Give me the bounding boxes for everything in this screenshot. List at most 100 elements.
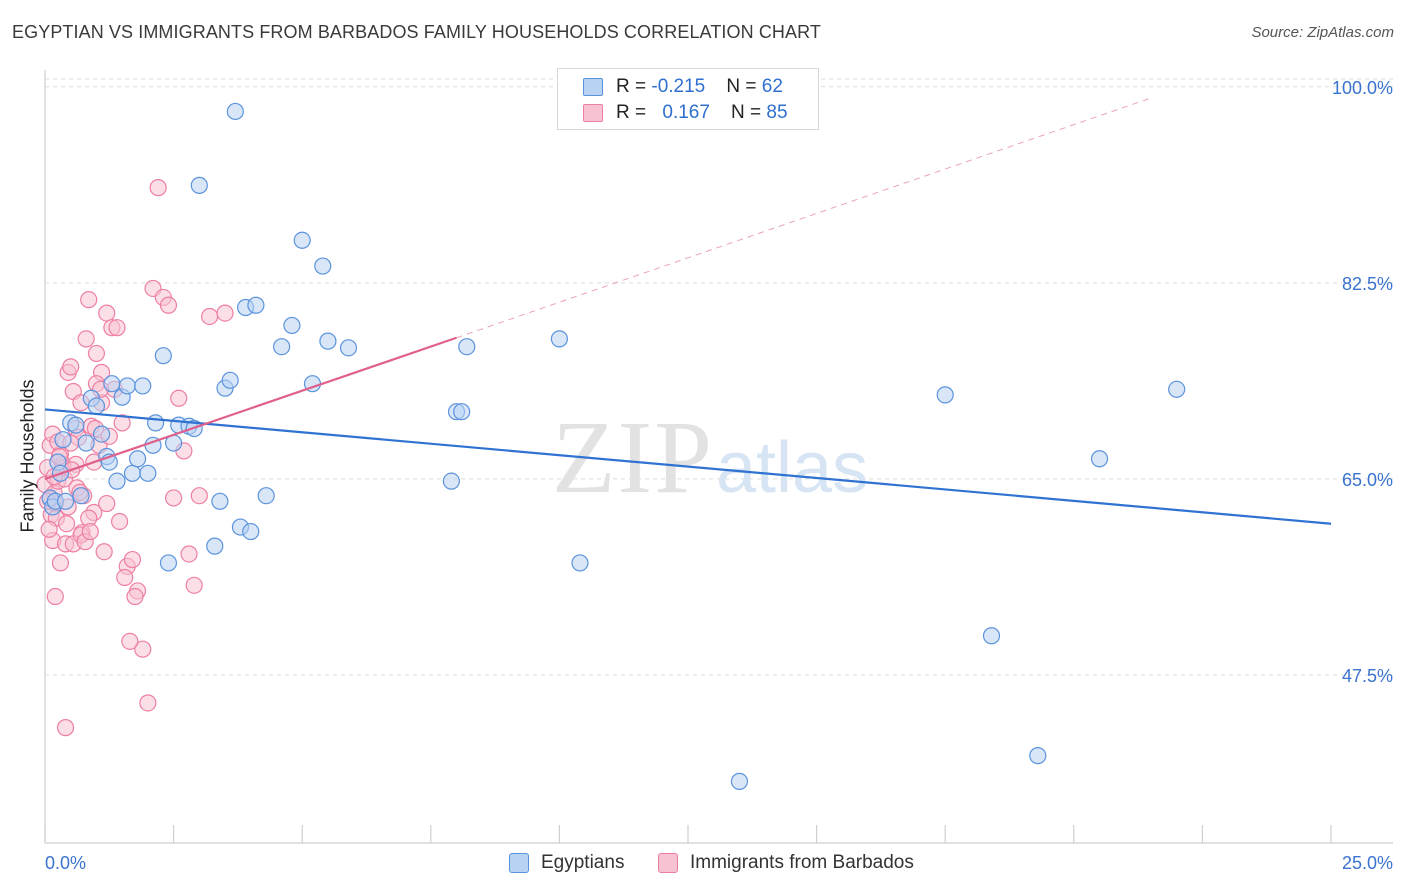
barbados-point <box>134 640 152 658</box>
barbados-point <box>98 494 116 513</box>
egyptian-point <box>54 431 72 449</box>
barbados-point <box>139 694 157 712</box>
barbados-point <box>108 319 126 337</box>
n-value-egyptians: 62 <box>761 76 783 97</box>
watermark: ZIP atlas <box>552 400 868 515</box>
barbados-point <box>123 550 142 569</box>
barbados-point <box>95 543 113 561</box>
legend-swatch-egyptians <box>509 853 529 873</box>
barbados-point <box>121 632 139 650</box>
barbados-point <box>62 358 80 376</box>
egyptian-point <box>87 397 106 415</box>
barbados-point <box>190 487 208 505</box>
barbados-point <box>56 719 75 737</box>
egyptian-point <box>314 257 332 275</box>
barbados-trend-extension <box>456 97 1152 339</box>
egyptian-point <box>730 772 749 790</box>
barbados-point <box>51 554 70 572</box>
egyptian-point <box>458 338 476 356</box>
barbados-point <box>159 296 178 314</box>
barbados-point <box>80 291 98 309</box>
egyptian-point <box>571 554 589 572</box>
trend-lines <box>44 97 1332 525</box>
egyptian-point <box>118 377 136 395</box>
egyptian-point <box>273 338 291 356</box>
egyptian-point <box>154 347 172 365</box>
gridlines <box>45 78 1393 676</box>
legend-swatch-blue <box>583 78 603 96</box>
egyptian-point <box>982 627 1001 645</box>
egyptian-point <box>211 492 229 510</box>
egyptian-point <box>339 339 358 357</box>
legend-item-barbados[interactable]: Immigrants from Barbados <box>658 852 914 874</box>
egyptians-trend-line <box>44 408 1332 525</box>
barbados-point <box>170 389 188 407</box>
egyptian-point <box>190 176 208 194</box>
barbados-point <box>201 307 219 326</box>
r-label: R = <box>616 102 652 123</box>
egyptian-point <box>128 450 147 468</box>
axes <box>44 70 1393 844</box>
chart-title: EGYPTIAN VS IMMIGRANTS FROM BARBADOS FAM… <box>12 22 821 42</box>
y-tick-label: 47.5% <box>1342 666 1393 686</box>
legend-swatch-pink <box>583 104 603 122</box>
egyptian-point <box>123 464 142 482</box>
barbados-point <box>216 304 234 322</box>
egyptian-point <box>283 316 301 335</box>
egyptian-point <box>134 377 152 395</box>
barbados-point <box>77 330 95 348</box>
barbados-point <box>87 344 106 363</box>
egyptian-point <box>1168 380 1186 398</box>
egyptian-point <box>550 330 569 348</box>
egyptian-point <box>146 414 165 432</box>
barbados-trend-line <box>44 336 457 480</box>
barbados-point <box>81 522 99 541</box>
egyptian-point <box>221 371 239 389</box>
legend-swatch-barbados <box>658 853 678 873</box>
egyptian-point <box>159 554 178 572</box>
barbados-point <box>46 587 64 606</box>
egyptian-point <box>77 434 95 452</box>
watermark-atlas: atlas <box>716 428 868 508</box>
egyptian-point <box>72 487 90 505</box>
y-tick-label: 65.0% <box>1342 470 1393 490</box>
legend-label-barbados: Immigrants from Barbados <box>690 852 914 873</box>
barbados-point <box>58 515 76 533</box>
correlation-legend: R = -0.215 N = 62 R = 0.167 N = 85 <box>557 68 819 130</box>
barbados-point <box>149 179 167 197</box>
r-value-egyptians: -0.215 <box>651 76 706 97</box>
y-tick-label: 100.0% <box>1332 78 1393 98</box>
egyptian-point <box>242 522 260 541</box>
legend-item-egyptians[interactable]: Egyptians <box>509 852 624 874</box>
n-value-barbados: 85 <box>766 102 788 123</box>
legend-label-egyptians: Egyptians <box>541 852 625 873</box>
x-tick-label-min: 0.0% <box>45 853 86 873</box>
egyptian-point <box>442 472 460 490</box>
egyptian-points <box>41 102 1186 790</box>
source-label: Source: ZipAtlas.com <box>1251 24 1394 41</box>
egyptian-point <box>226 102 244 121</box>
egyptian-point <box>319 332 337 350</box>
egyptian-point <box>103 375 121 393</box>
y-tick-label: 82.5% <box>1342 274 1393 294</box>
barbados-point <box>165 489 183 507</box>
barbados-point <box>180 545 198 563</box>
barbados-point <box>113 414 131 432</box>
r-label: R = <box>616 76 652 97</box>
egyptian-point <box>206 537 224 555</box>
barbados-point <box>110 512 129 531</box>
y-axis-label: Family Households <box>17 379 38 533</box>
r-value-barbados: 0.167 <box>662 102 710 123</box>
n-label: N = <box>726 76 762 97</box>
barbados-point <box>98 304 116 322</box>
egyptian-point <box>936 386 954 404</box>
tick-labels: 47.5% 65.0% 82.5% 100.0% 0.0% 25.0% <box>45 78 1393 873</box>
n-label: N = <box>731 102 767 123</box>
egyptian-point <box>92 425 111 443</box>
egyptian-point <box>293 231 311 249</box>
barbados-point <box>126 587 144 606</box>
barbados-point <box>116 568 134 587</box>
barbados-point <box>185 576 203 594</box>
x-tick-label-max: 25.0% <box>1342 853 1393 873</box>
